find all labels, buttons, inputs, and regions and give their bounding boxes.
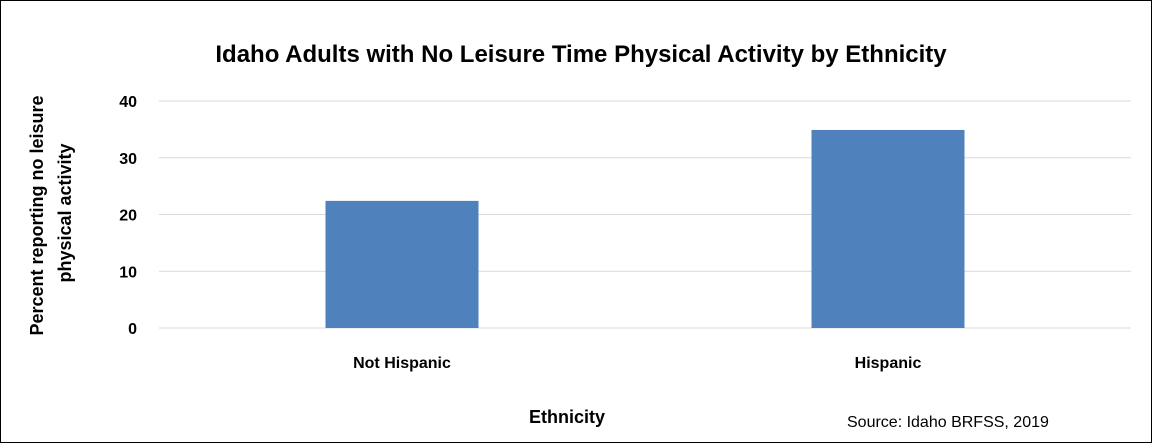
y-tick-label: 10 — [119, 264, 137, 281]
bar-not-hispanic — [325, 200, 479, 328]
x-axis-title: Ethnicity — [529, 407, 605, 427]
y-tick-label: 0 — [128, 321, 137, 338]
y-tick-label: 20 — [119, 208, 137, 225]
y-axis-title: Percent reporting no leisure physical ac… — [27, 90, 75, 335]
y-axis-title-line-2: physical activity — [55, 143, 75, 282]
y-tick-label: 40 — [119, 94, 137, 111]
y-tick-label: 30 — [119, 151, 137, 168]
x-category-label: Hispanic — [855, 355, 922, 372]
chart-title: Idaho Adults with No Leisure Time Physic… — [215, 41, 947, 68]
source-note: Source: Idaho BRFSS, 2019 — [847, 414, 1049, 431]
gridlines — [159, 100, 1131, 329]
y-tick-labels: 0 10 20 30 40 — [119, 94, 137, 338]
y-axis-title-line-1: Percent reporting no leisure — [27, 95, 47, 335]
bar-hispanic — [811, 129, 965, 328]
bars — [325, 129, 965, 328]
x-category-label: Not Hispanic — [353, 355, 451, 372]
x-category-labels: Not Hispanic Hispanic — [353, 355, 921, 372]
